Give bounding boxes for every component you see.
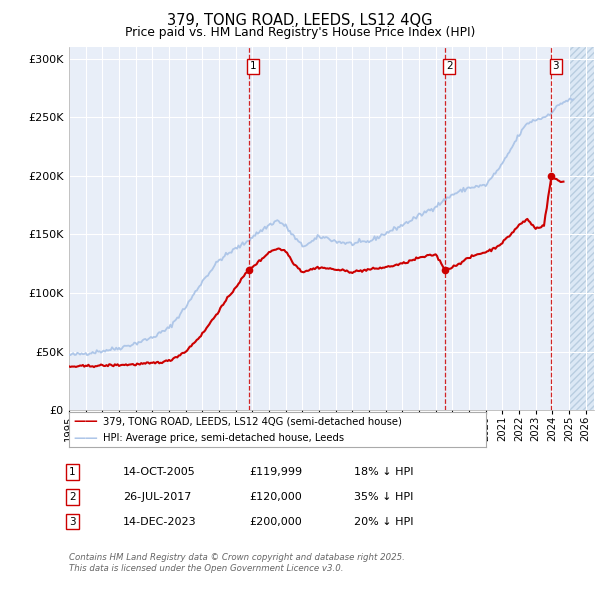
Text: Contains HM Land Registry data © Crown copyright and database right 2025.: Contains HM Land Registry data © Crown c…: [69, 553, 405, 562]
Text: 14-OCT-2005: 14-OCT-2005: [123, 467, 196, 477]
Text: 379, TONG ROAD, LEEDS, LS12 4QG: 379, TONG ROAD, LEEDS, LS12 4QG: [167, 13, 433, 28]
Text: This data is licensed under the Open Government Licence v3.0.: This data is licensed under the Open Gov…: [69, 565, 343, 573]
Text: 3: 3: [69, 517, 76, 526]
Bar: [569, 47, 594, 410]
Text: £119,999: £119,999: [249, 467, 302, 477]
Text: 3: 3: [553, 61, 559, 71]
Text: 379, TONG ROAD, LEEDS, LS12 4QG (semi-detached house): 379, TONG ROAD, LEEDS, LS12 4QG (semi-de…: [103, 417, 401, 427]
Text: HPI: Average price, semi-detached house, Leeds: HPI: Average price, semi-detached house,…: [103, 434, 344, 443]
Text: 1: 1: [69, 467, 76, 477]
Text: ——: ——: [74, 432, 98, 445]
Text: 2: 2: [69, 492, 76, 502]
Text: £200,000: £200,000: [249, 517, 302, 526]
Text: £120,000: £120,000: [249, 492, 302, 502]
Text: ——: ——: [74, 415, 98, 428]
Text: 26-JUL-2017: 26-JUL-2017: [123, 492, 191, 502]
Text: 20% ↓ HPI: 20% ↓ HPI: [354, 517, 413, 526]
Bar: [569, 47, 594, 410]
Text: 2: 2: [446, 61, 452, 71]
Text: 14-DEC-2023: 14-DEC-2023: [123, 517, 197, 526]
Text: 18% ↓ HPI: 18% ↓ HPI: [354, 467, 413, 477]
Text: 35% ↓ HPI: 35% ↓ HPI: [354, 492, 413, 502]
Text: 1: 1: [250, 61, 256, 71]
Text: Price paid vs. HM Land Registry's House Price Index (HPI): Price paid vs. HM Land Registry's House …: [125, 26, 475, 39]
